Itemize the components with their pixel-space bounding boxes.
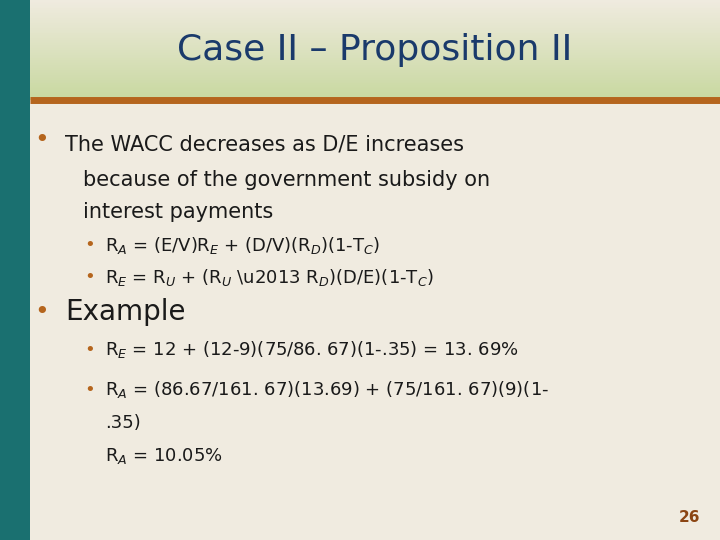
Bar	[0, 86, 720, 89]
Bar	[0, 46, 720, 49]
Bar	[0, 3, 720, 5]
Bar	[0, 0, 720, 2]
Bar	[0, 82, 720, 83]
Bar	[0, 58, 720, 60]
Bar	[0, 98, 720, 100]
Bar	[0, 17, 720, 18]
Bar	[0, 89, 720, 90]
Bar	[0, 37, 720, 38]
Bar	[0, 40, 720, 42]
Text: The WACC decreases as D/E increases: The WACC decreases as D/E increases	[65, 135, 464, 155]
Bar	[0, 85, 720, 86]
Bar	[0, 60, 720, 62]
Bar	[0, 30, 720, 32]
Text: R$_A$ = (E/V)R$_E$ + (D/V)(R$_D$)(1-T$_C$): R$_A$ = (E/V)R$_E$ + (D/V)(R$_D$)(1-T$_C…	[105, 234, 380, 255]
Bar	[0, 6, 720, 8]
Bar	[0, 25, 720, 26]
Bar	[0, 78, 720, 80]
Text: 26: 26	[678, 510, 700, 525]
Bar	[0, 32, 720, 33]
Bar	[0, 53, 720, 55]
Text: .35): .35)	[105, 414, 140, 432]
Bar	[0, 57, 720, 58]
Text: •: •	[35, 300, 50, 324]
Bar	[0, 22, 720, 23]
Bar	[0, 38, 720, 40]
Bar	[0, 10, 720, 12]
Bar	[0, 73, 720, 75]
Bar	[0, 20, 720, 22]
Bar	[0, 45, 720, 46]
Bar	[0, 15, 720, 17]
Text: R$_E$ = R$_U$ + (R$_U$ \u2013 R$_D$)(D/E)(1-T$_C$): R$_E$ = R$_U$ + (R$_U$ \u2013 R$_D$)(D/E…	[105, 267, 434, 287]
Bar	[0, 65, 720, 66]
Text: R$_E$ = 12 + (12-9)(75/86. 67)(1-.35) = 13. 69%: R$_E$ = 12 + (12-9)(75/86. 67)(1-.35) = …	[105, 340, 519, 361]
Bar	[0, 55, 720, 57]
Bar	[0, 63, 720, 65]
Text: •: •	[85, 381, 95, 399]
Bar	[0, 26, 720, 28]
Bar	[0, 8, 720, 10]
Bar	[0, 66, 720, 69]
Bar	[0, 90, 720, 92]
Bar	[0, 18, 720, 20]
Bar	[0, 92, 720, 93]
Bar	[0, 33, 720, 35]
Bar	[0, 23, 720, 25]
Bar	[0, 2, 720, 3]
Bar	[0, 52, 720, 53]
Text: •: •	[85, 236, 95, 254]
Bar	[0, 62, 720, 63]
Text: R$_A$ = (86.67/161. 67)(13.69) + (75/161. 67)(9)(1-: R$_A$ = (86.67/161. 67)(13.69) + (75/161…	[105, 380, 549, 401]
Bar	[0, 12, 720, 14]
Bar	[0, 72, 720, 73]
Bar	[0, 0, 30, 540]
Text: R$_A$ = 10.05%: R$_A$ = 10.05%	[105, 446, 223, 466]
Bar	[0, 35, 720, 37]
Text: •: •	[85, 268, 95, 286]
Bar	[0, 93, 720, 95]
Text: because of the government subsidy on: because of the government subsidy on	[83, 170, 490, 190]
Bar	[0, 95, 720, 97]
Bar	[0, 83, 720, 85]
Text: Case II – Proposition II: Case II – Proposition II	[177, 33, 572, 67]
Bar	[0, 97, 720, 98]
Bar	[0, 70, 720, 72]
Bar	[0, 77, 720, 78]
Bar	[0, 28, 720, 30]
Bar	[0, 43, 720, 45]
Bar	[0, 49, 720, 50]
Bar	[0, 42, 720, 43]
Bar	[0, 14, 720, 15]
Text: interest payments: interest payments	[83, 202, 274, 222]
Text: •: •	[35, 128, 50, 152]
Bar	[0, 50, 720, 52]
Text: •: •	[85, 341, 95, 359]
Bar	[0, 80, 720, 82]
Bar	[0, 75, 720, 77]
Text: Example: Example	[65, 298, 186, 326]
Bar	[0, 69, 720, 70]
Bar	[0, 5, 720, 6]
